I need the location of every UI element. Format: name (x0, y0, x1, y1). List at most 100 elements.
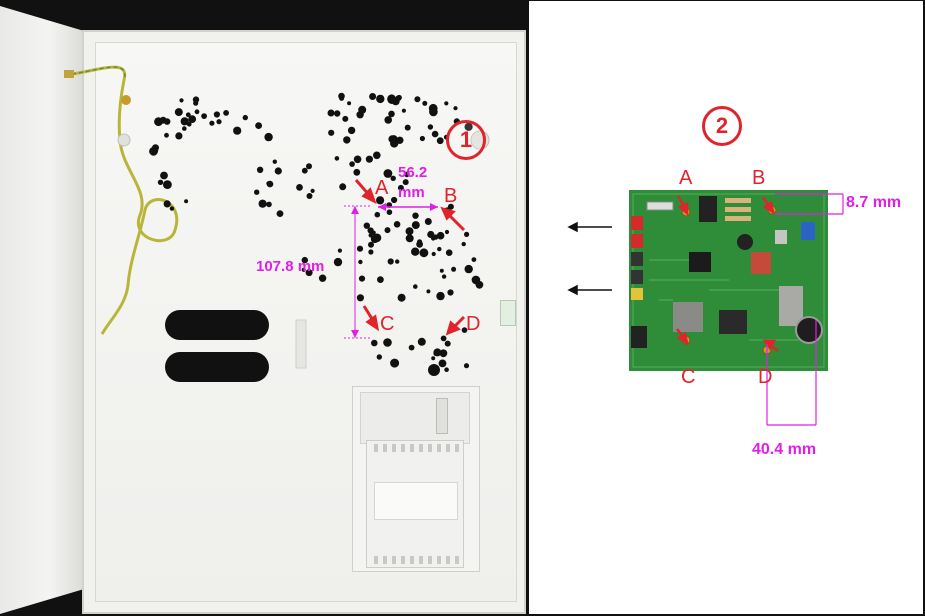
knockout-hole (433, 351, 438, 356)
knockout-hole (404, 171, 410, 178)
knockout-hole (372, 233, 382, 243)
knockout-hole (371, 339, 378, 347)
knockout-hole (431, 251, 436, 257)
knockout-hole (461, 327, 468, 333)
knockout-hole (393, 221, 401, 228)
knockout-hole (431, 356, 436, 361)
step-1-badge: 1 (446, 120, 486, 160)
knockout-hole (339, 95, 345, 101)
transformer-fin (383, 556, 387, 564)
transformer-fin (383, 444, 387, 452)
knockout-hole (337, 248, 342, 253)
knockout-hole (461, 241, 466, 247)
knockout-hole (412, 212, 419, 219)
pcb-components (629, 190, 828, 371)
knockout-hole (388, 135, 397, 143)
knockout-hole (390, 175, 396, 181)
knockout-hole (180, 117, 189, 126)
frame-top (528, 0, 925, 1)
transformer-fin (446, 556, 450, 564)
knockout-hole (374, 211, 381, 218)
knockout-hole (258, 199, 267, 208)
knockout-hole (184, 199, 189, 204)
cable-slot-lower (165, 352, 269, 382)
knockout-hole (471, 257, 477, 262)
point-a-label: A (375, 177, 389, 199)
panel-divider (528, 0, 529, 616)
knockout-hole (437, 246, 442, 252)
knockout-hole (395, 95, 402, 102)
knockout-hole (255, 122, 262, 129)
enclosure-overlay (64, 65, 490, 376)
knockout-hole (363, 222, 370, 229)
knockout-hole (242, 114, 248, 121)
knockout-hole (306, 193, 313, 199)
knockout-hole (405, 227, 414, 236)
point-b-label: B (444, 185, 458, 207)
knockout-hole (353, 155, 362, 164)
knockout-hole (368, 241, 374, 248)
knockout-hole (349, 161, 355, 167)
knockout-hole (384, 116, 393, 124)
knockout-hole (157, 179, 164, 185)
knockout-hole (402, 179, 409, 186)
pcb-point-a-label: A (679, 167, 693, 189)
knockout-hole (444, 340, 451, 347)
dimension-ab-value: 56.2 (398, 164, 428, 181)
knockout-hole (274, 167, 282, 175)
knockout-hole (405, 234, 414, 243)
pcb-point-c-label: C (681, 366, 696, 388)
knockout-hole (333, 257, 343, 267)
knockout-hole (395, 259, 400, 264)
knockout-hole (387, 258, 394, 265)
knockout-hole (334, 156, 340, 161)
knockout-hole (193, 100, 199, 106)
transformer-fin (410, 556, 414, 564)
knockout-hole (438, 359, 447, 368)
knockout-hole (424, 218, 432, 225)
red-arrow-icon (354, 179, 466, 336)
transformer-fin (392, 444, 396, 452)
knockout-hole (451, 266, 457, 272)
fuse-holder (436, 398, 448, 434)
knockout-hole (159, 116, 167, 124)
knockout-hole (445, 249, 453, 256)
transformer-fin (401, 444, 405, 452)
transformer-fin (428, 556, 432, 564)
pcb-point-d-label: D (758, 366, 773, 388)
transformer-fin (419, 556, 423, 564)
knockout-hole (440, 335, 447, 342)
point-d-label: D (466, 313, 481, 335)
knockout-hole (426, 289, 431, 294)
transformer-fin (428, 444, 432, 452)
knockout-hole (266, 181, 271, 186)
knockout-hole (306, 163, 312, 170)
knockout-hole (209, 120, 215, 126)
frame-right (923, 0, 925, 616)
knockout-hole (305, 269, 313, 277)
transformer-fin (374, 444, 378, 452)
knockout-hole (436, 137, 444, 145)
knockout-hole (463, 363, 470, 369)
knockout-hole (356, 245, 364, 252)
knockout-hole (343, 136, 351, 144)
pcb-width-label: 40.4 mm (752, 441, 817, 458)
knockout-hole (358, 275, 366, 282)
knockout-hole (376, 94, 385, 104)
knockout-hole (447, 289, 454, 296)
dimension-ab-unit: mm (398, 184, 425, 201)
knockout-hole (358, 105, 367, 114)
knockout-hole (417, 337, 426, 346)
knockout-hole (179, 98, 184, 103)
tamper-switch (500, 300, 516, 326)
knockout-hole (327, 109, 335, 117)
knockout-hole (414, 96, 421, 103)
transformer-fin (455, 444, 459, 452)
knockout-hole (358, 259, 363, 265)
enclosure-photo: A B C D 56.2 mm 107.8 mm 1 (0, 0, 528, 616)
knockout-hole (164, 132, 169, 138)
knockout-hole (416, 240, 423, 248)
cable-slot-upper (165, 310, 269, 340)
knockout-hole (464, 231, 470, 237)
knockout-hole (266, 201, 272, 208)
